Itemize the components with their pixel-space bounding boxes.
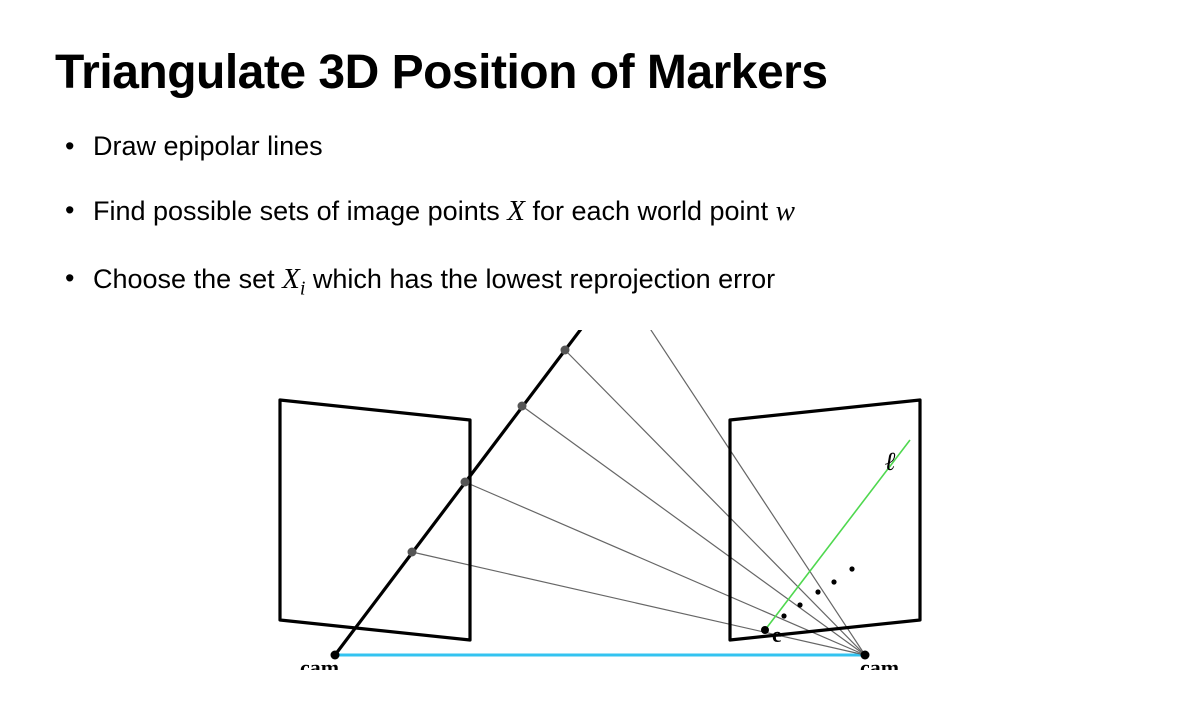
bullet-2-mid: for each world point (525, 196, 776, 226)
bullet-1: Draw epipolar lines (55, 128, 1145, 164)
bullet-2-var1: X (507, 195, 525, 227)
slide-title: Triangulate 3D Position of Markers (55, 45, 1145, 100)
bullet-1-pre: Draw epipolar lines (93, 131, 323, 161)
svg-text:cam₀: cam₀ (300, 655, 346, 670)
bullet-2-pre: Find possible sets of image points (93, 196, 507, 226)
diagram-container: cam₀ cam₁ e ℓ (55, 330, 1145, 670)
bullet-2: Find possible sets of image points X for… (55, 192, 1145, 231)
bullet-3-mid: which has the lowest reprojection error (305, 264, 775, 294)
svg-text:cam₁: cam₁ (860, 655, 906, 670)
svg-text:ℓ: ℓ (885, 447, 896, 476)
bullet-3-var1: X (282, 263, 300, 295)
bullet-2-var2: w (776, 195, 795, 227)
bullet-3-pre: Choose the set (93, 264, 282, 294)
bullet-list: Draw epipolar lines Find possible sets o… (55, 128, 1145, 302)
bullet-3: Choose the set Xi which has the lowest r… (55, 260, 1145, 302)
epipolar-diagram: cam₀ cam₁ e ℓ (220, 330, 980, 670)
svg-text:e: e (772, 622, 782, 647)
